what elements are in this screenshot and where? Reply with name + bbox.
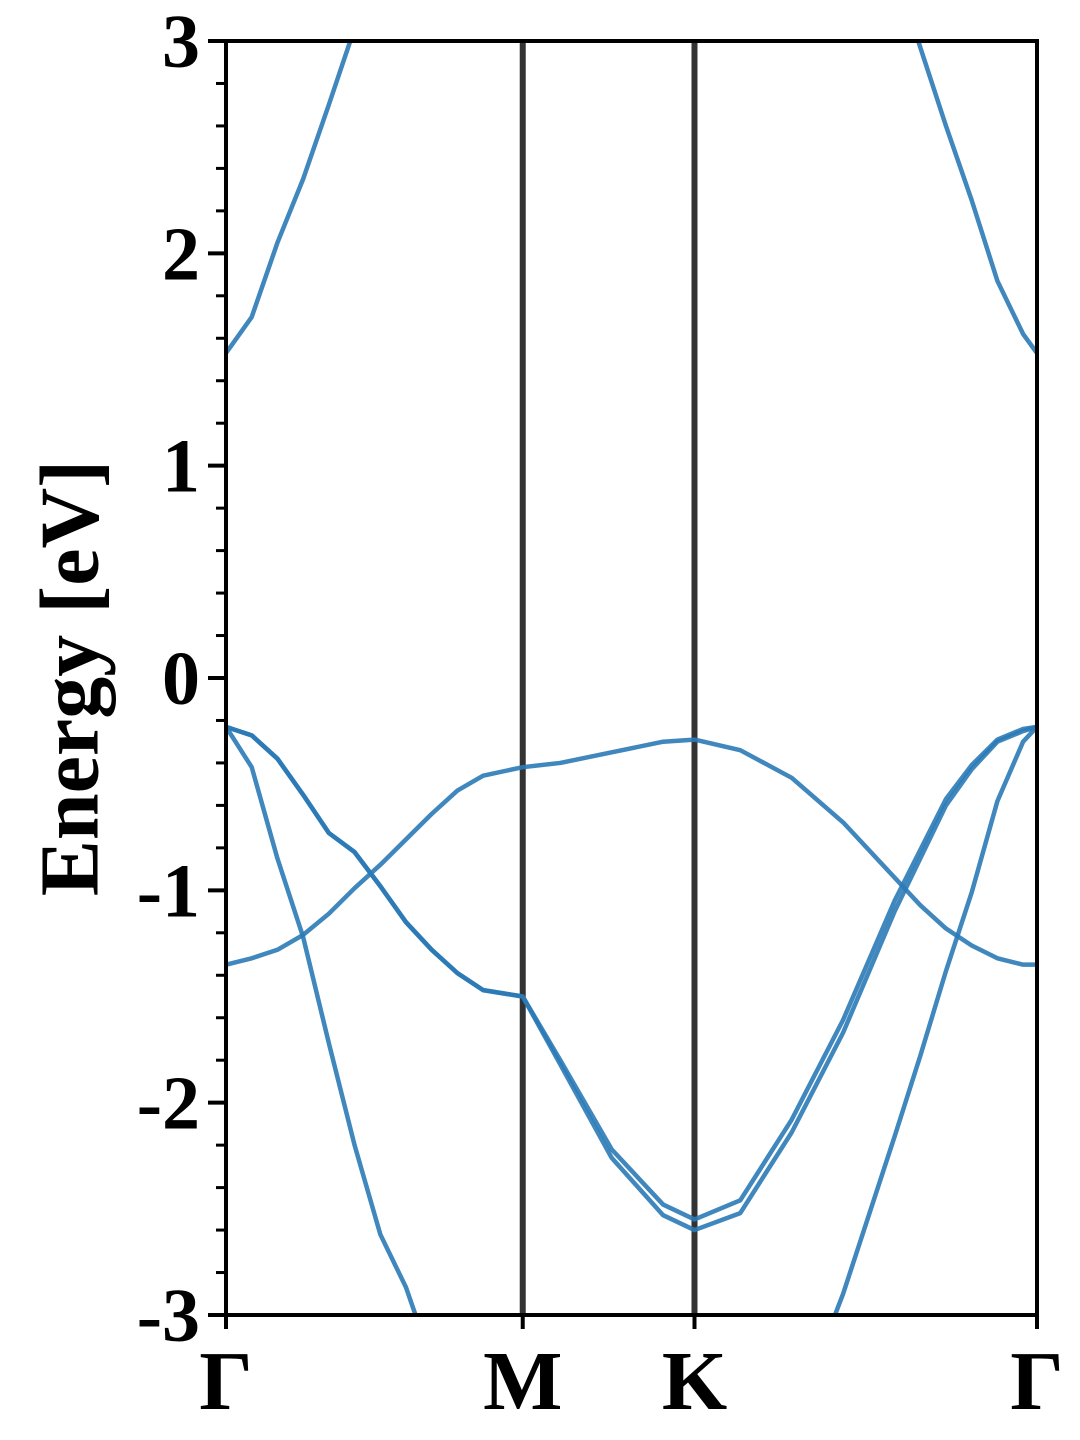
y-tick-label: -1 <box>137 849 200 933</box>
band-line <box>226 41 1037 355</box>
y-tick-label: -2 <box>137 1062 200 1146</box>
band-line <box>226 724 1037 1233</box>
band-line <box>226 724 1037 1222</box>
band-line <box>226 737 1037 967</box>
x-tick-label: Γ <box>199 1335 252 1428</box>
x-tick-label: M <box>483 1335 562 1428</box>
y-tick-label: 1 <box>162 425 200 509</box>
y-tick-label: 3 <box>162 0 200 84</box>
y-tick-label: -3 <box>137 1274 200 1358</box>
x-tick-label: K <box>662 1335 727 1428</box>
band-line <box>226 725 1037 1315</box>
y-tick-label: 0 <box>162 637 200 721</box>
y-tick-label: 2 <box>162 212 200 296</box>
x-tick-label: Γ <box>1010 1335 1063 1428</box>
bands <box>226 41 1037 1315</box>
y-axis-label: Energy [eV] <box>23 460 116 896</box>
